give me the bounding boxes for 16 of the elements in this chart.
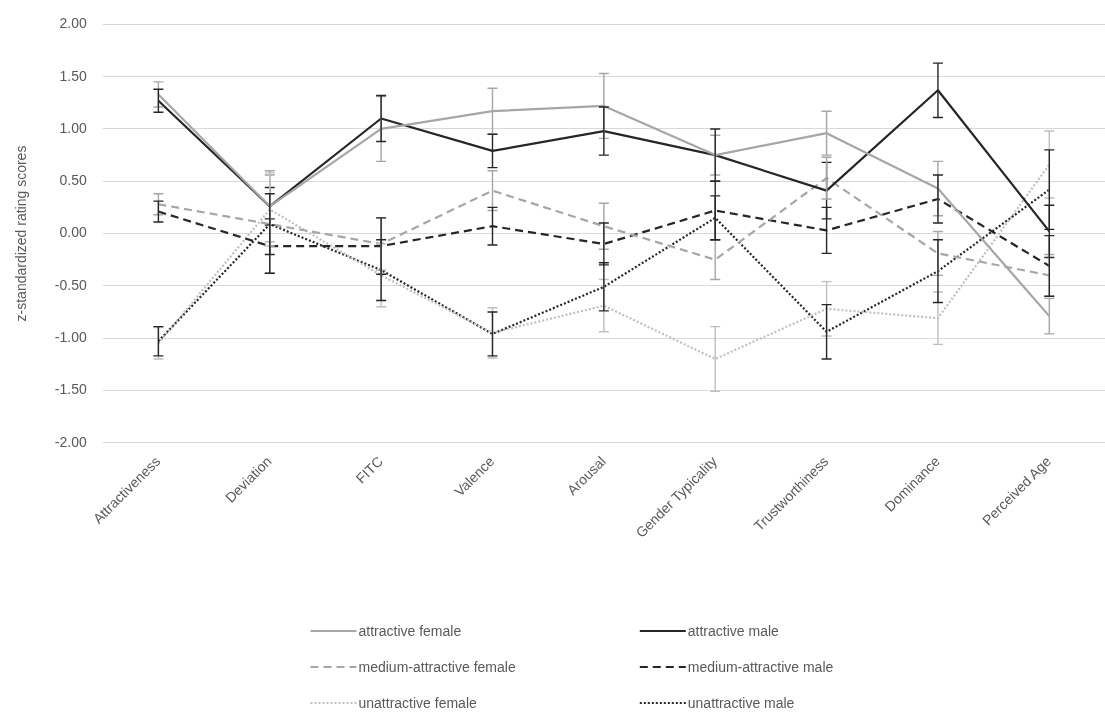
legend-label: attractive male: [687, 622, 780, 639]
y-tick-label: 0.00: [59, 224, 87, 241]
legend-label: medium-attractive female: [358, 658, 516, 675]
y-tick-label: -1.00: [54, 328, 87, 345]
y-tick-label: 2.00: [59, 15, 87, 32]
y-tick-label: 1.00: [59, 119, 87, 136]
y-tick-label: 1.50: [59, 67, 87, 84]
y-tick-label: -0.50: [54, 276, 87, 293]
y-tick-label: -1.50: [54, 381, 87, 398]
legend-label: attractive female: [358, 622, 462, 639]
y-axis-title: z-standardized rating scores: [13, 145, 30, 322]
y-tick-label: 0.50: [59, 172, 87, 189]
legend-label: unattractive male: [687, 694, 795, 711]
legend-label: medium-attractive male: [687, 658, 834, 675]
legend-label: unattractive female: [358, 694, 477, 711]
y-tick-label: -2.00: [54, 433, 87, 450]
